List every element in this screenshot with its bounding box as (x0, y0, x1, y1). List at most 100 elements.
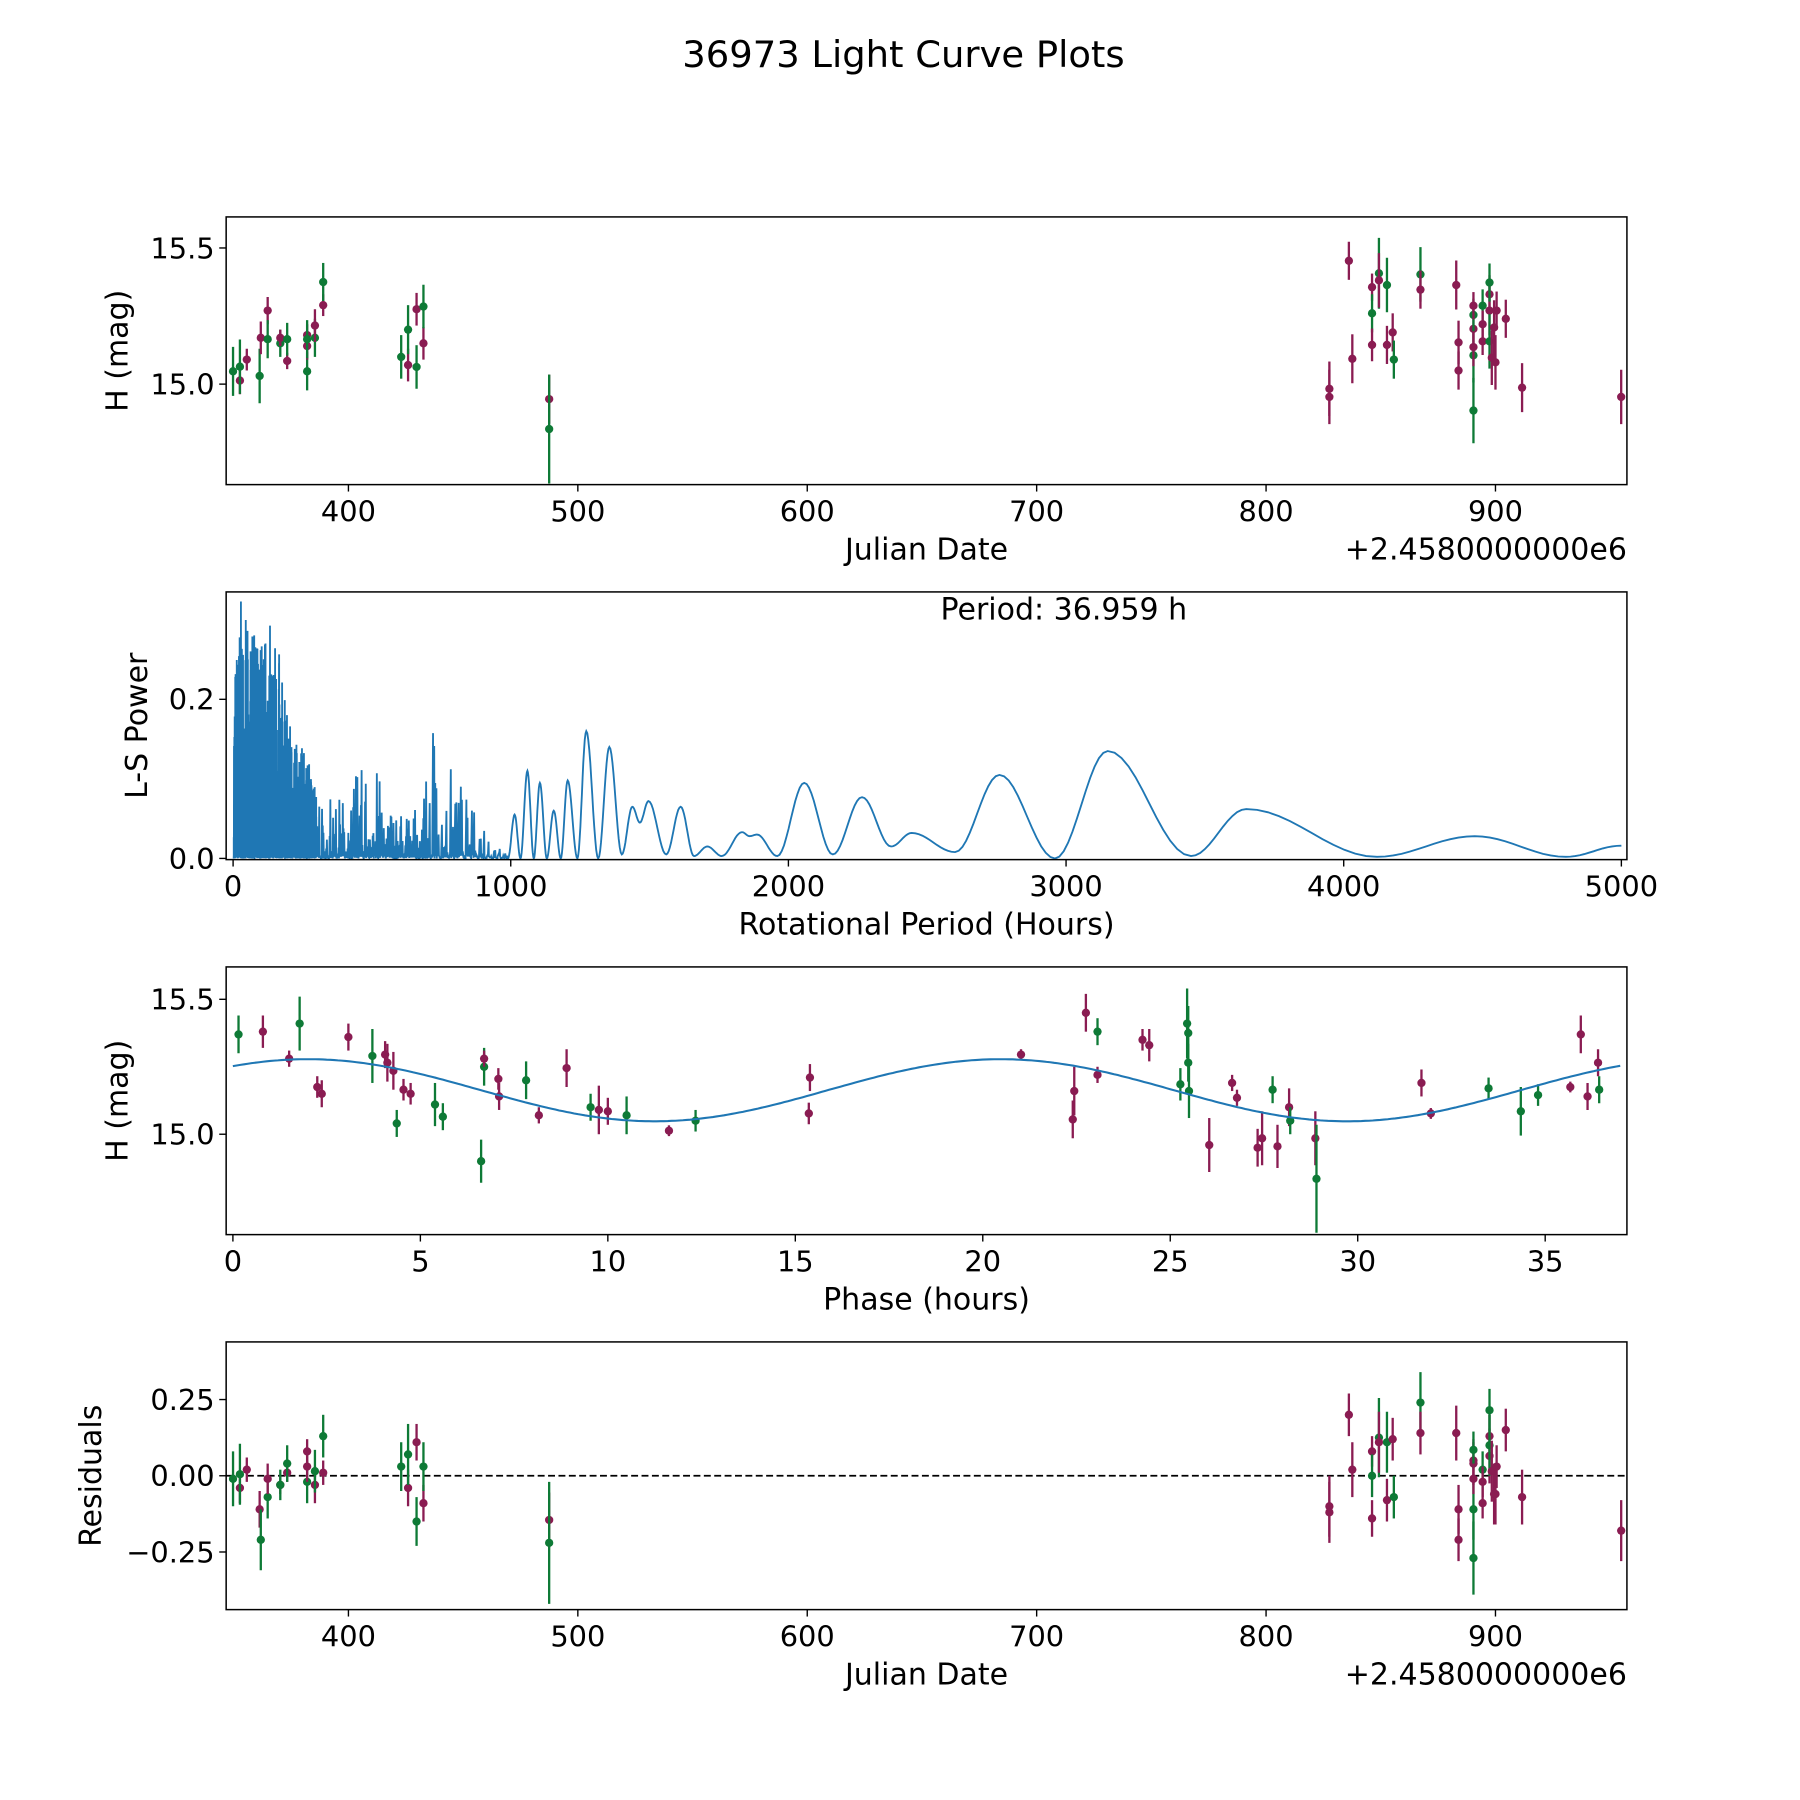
phase-folded-panel: 0 5 10 15 20 25 30 35 15.0 15.5 Phase (hours) H (ma… (100, 966, 1628, 1318)
data-point (545, 424, 554, 434)
data-point (1205, 1140, 1214, 1150)
data-point (319, 1468, 328, 1477)
data-point (235, 1470, 245, 1479)
data-point (1417, 1078, 1426, 1088)
data-point (1583, 1092, 1592, 1101)
data-point (1478, 1499, 1487, 1508)
data-point (310, 321, 320, 330)
data-point (302, 335, 312, 344)
data-point (1273, 1142, 1282, 1151)
x-tick-label: 400 (321, 495, 376, 529)
data-point (603, 1107, 612, 1116)
x-axis-label: Rotational Period (Hours) (738, 908, 1114, 943)
x-tick-label: 800 (1239, 1620, 1294, 1654)
data-point (1016, 1050, 1026, 1059)
data-point (319, 277, 328, 287)
data-point (419, 1462, 428, 1471)
data-point (1344, 1410, 1354, 1419)
data-point (1253, 1143, 1262, 1152)
data-point (256, 1535, 265, 1544)
data-point (1389, 1492, 1398, 1502)
data-point (399, 1085, 408, 1094)
data-point (1374, 1438, 1384, 1447)
data-point (1093, 1070, 1102, 1080)
data-point (1367, 283, 1377, 292)
data-point (383, 1058, 392, 1067)
data-point (586, 1103, 595, 1112)
data-point (1348, 1465, 1357, 1474)
data-point (1367, 1447, 1377, 1456)
data-point (479, 1062, 489, 1071)
x-tick-label: 600 (780, 1620, 835, 1654)
data-point (1478, 1477, 1487, 1487)
data-point (310, 1467, 320, 1476)
periodogram-panel: Period: 36.959 h 0 1000 2000 3000 4000 5000 0.0… (120, 591, 1658, 943)
data-point (664, 1126, 674, 1135)
data-point (1068, 1115, 1077, 1124)
x-tick-label: 4000 (1307, 870, 1380, 904)
data-point (276, 333, 285, 342)
data-point (1367, 340, 1377, 350)
data-point (302, 367, 312, 376)
data-point (1367, 309, 1377, 318)
data-point (1484, 1084, 1493, 1093)
axes-frame (225, 591, 1628, 861)
data-point (1485, 1406, 1494, 1415)
data-point (412, 1438, 421, 1447)
periodogram-marks (232, 601, 1622, 860)
data-point (1478, 337, 1487, 346)
x-tick-label: 3000 (1029, 870, 1102, 904)
data-point (1454, 1535, 1463, 1544)
data-point (397, 352, 406, 362)
data-point (430, 1100, 440, 1109)
data-point (1452, 280, 1461, 290)
x-tick-label: 15 (777, 1245, 814, 1279)
data-point (1469, 1505, 1478, 1514)
data-point (1268, 1085, 1277, 1094)
periodogram-line (232, 601, 1622, 860)
data-point (622, 1111, 631, 1120)
data-point (1382, 1496, 1392, 1505)
data-point (1452, 1428, 1461, 1438)
data-point (403, 325, 413, 334)
data-point (1325, 1508, 1334, 1517)
data-point (534, 1111, 544, 1120)
data-point (1478, 320, 1487, 329)
data-point (397, 1462, 406, 1471)
x-tick-label: 0 (224, 870, 242, 904)
data-point (1501, 1425, 1510, 1435)
x-tick-label: 600 (780, 495, 835, 529)
axes-frame (225, 216, 1628, 486)
data-point (283, 1459, 292, 1468)
data-point (1492, 306, 1501, 315)
x-tick-label: 1000 (474, 870, 547, 904)
data-point (1517, 1492, 1527, 1502)
data-point (1501, 314, 1510, 323)
data-point (594, 1105, 603, 1115)
data-point (545, 1538, 554, 1547)
data-point (1325, 392, 1334, 402)
data-point (1491, 358, 1500, 367)
data-point (1576, 1030, 1585, 1039)
data-point (235, 362, 245, 371)
x-offset-text: +2.4580000000e6 (1345, 533, 1627, 568)
data-point (1492, 1462, 1501, 1471)
x-tick-label: 25 (1152, 1245, 1189, 1279)
data-point (419, 1499, 428, 1508)
data-point (419, 302, 428, 311)
data-point (302, 1447, 312, 1456)
data-point (1312, 1174, 1321, 1183)
data-point (1533, 1090, 1543, 1100)
data-point (276, 1480, 285, 1490)
y-axis-label: L-S Power (120, 652, 155, 799)
data-point (283, 356, 292, 366)
data-point (263, 1492, 272, 1502)
data-point (1227, 1078, 1237, 1088)
data-point (344, 1032, 353, 1042)
data-point (1389, 355, 1398, 364)
y-tick-label: 0.25 (150, 1383, 214, 1417)
data-point (1593, 1058, 1603, 1067)
data-point (1176, 1080, 1185, 1089)
data-point (1348, 354, 1357, 363)
data-point (419, 339, 428, 348)
